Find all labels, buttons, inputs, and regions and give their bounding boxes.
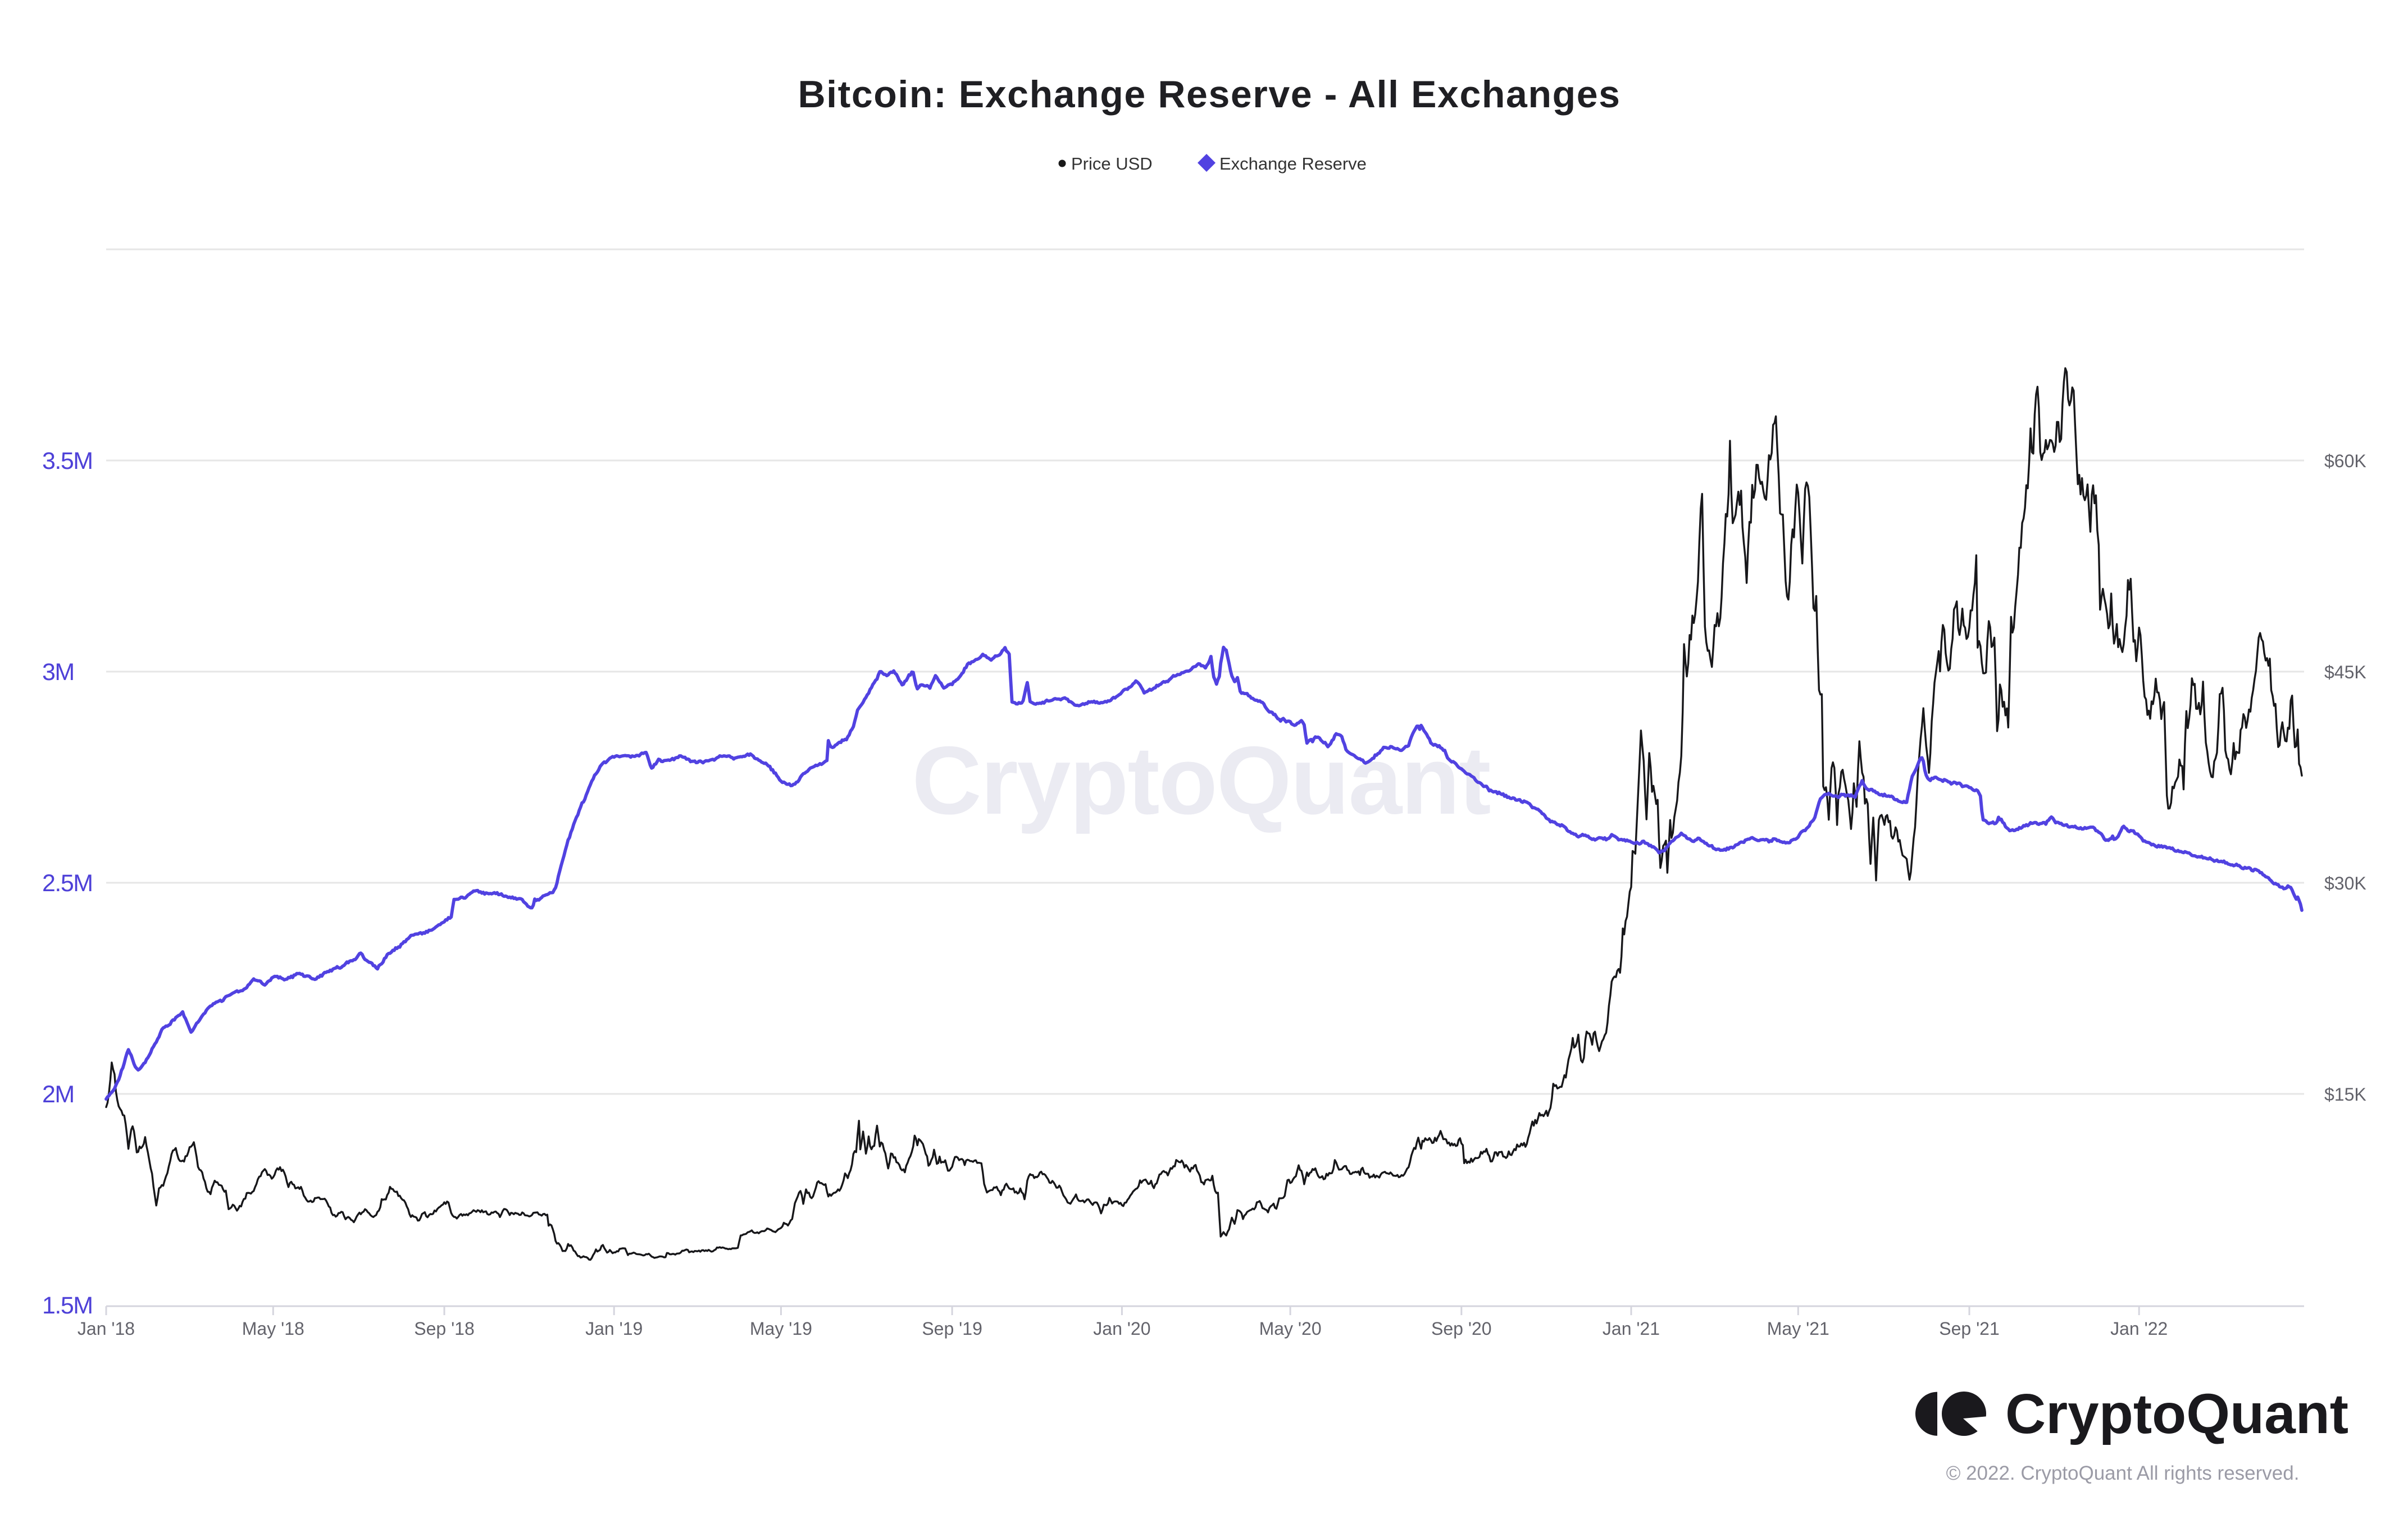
svg-text:Jan '21: Jan '21 xyxy=(1603,1319,1660,1339)
svg-text:Sep '19: Sep '19 xyxy=(922,1319,982,1339)
svg-text:CryptoQuant: CryptoQuant xyxy=(912,727,1490,834)
svg-text:Sep '20: Sep '20 xyxy=(1431,1319,1492,1339)
svg-text:Jan '20: Jan '20 xyxy=(1093,1319,1150,1339)
svg-text:Bitcoin: Exchange Reserve - Al: Bitcoin: Exchange Reserve - All Exchange… xyxy=(798,73,1620,116)
svg-text:Price USD: Price USD xyxy=(1071,154,1153,174)
svg-text:Exchange Reserve: Exchange Reserve xyxy=(1219,154,1367,174)
svg-text:2M: 2M xyxy=(42,1081,74,1108)
svg-text:3M: 3M xyxy=(42,659,74,686)
svg-text:Sep '21: Sep '21 xyxy=(1939,1319,2000,1339)
svg-text:May '21: May '21 xyxy=(1767,1319,1829,1339)
svg-text:$45K: $45K xyxy=(2324,662,2366,682)
svg-text:Sep '18: Sep '18 xyxy=(414,1319,475,1339)
svg-text:May '18: May '18 xyxy=(242,1319,304,1339)
svg-text:2.5M: 2.5M xyxy=(42,870,93,897)
svg-text:$15K: $15K xyxy=(2324,1084,2366,1105)
svg-text:Jan '19: Jan '19 xyxy=(585,1319,643,1339)
svg-text:May '19: May '19 xyxy=(750,1319,812,1339)
svg-text:3.5M: 3.5M xyxy=(42,448,93,475)
svg-text:Jan '22: Jan '22 xyxy=(2110,1319,2168,1339)
svg-text:1.5M: 1.5M xyxy=(42,1292,93,1319)
svg-text:Jan '18: Jan '18 xyxy=(78,1319,135,1339)
svg-text:CryptoQuant: CryptoQuant xyxy=(2005,1383,2348,1445)
svg-text:$30K: $30K xyxy=(2324,873,2366,893)
svg-text:$60K: $60K xyxy=(2324,451,2366,471)
svg-text:May '20: May '20 xyxy=(1259,1319,1322,1339)
svg-text:© 2022. CryptoQuant All rights: © 2022. CryptoQuant All rights reserved. xyxy=(1946,1462,2300,1484)
